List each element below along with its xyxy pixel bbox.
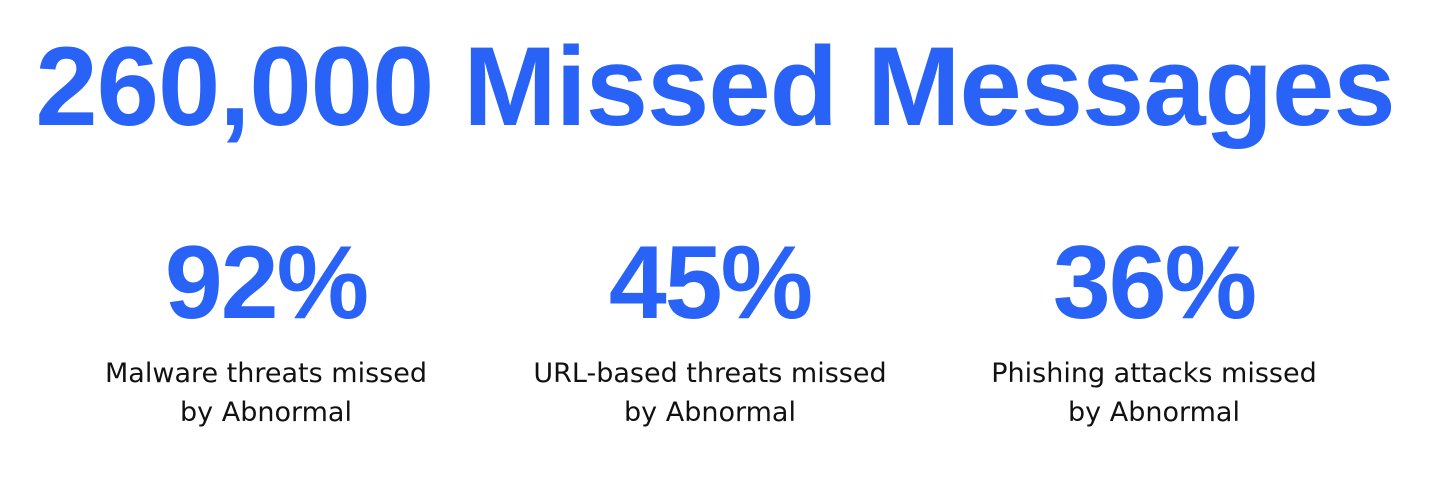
headline: 260,000 Missed Messages: [35, 24, 1395, 149]
stat-value: 92%: [164, 225, 369, 341]
stat-url-based: 45% URL-based threats missed by Abnormal: [500, 228, 920, 432]
stat-label-line: by Abnormal: [1068, 397, 1240, 428]
stat-label-line: by Abnormal: [624, 397, 796, 428]
stat-label: Phishing attacks missed by Abnormal: [944, 354, 1364, 432]
stat-value: 45%: [608, 225, 813, 341]
stat-label-line: Malware threats missed: [105, 358, 427, 389]
stat-label-line: by Abnormal: [180, 397, 352, 428]
stat-label-line: URL-based threats missed: [533, 358, 887, 389]
stat-value: 36%: [1052, 225, 1257, 341]
stat-label-line: Phishing attacks missed: [991, 358, 1317, 389]
stat-label: Malware threats missed by Abnormal: [56, 354, 476, 432]
stat-label: URL-based threats missed by Abnormal: [500, 354, 920, 432]
stat-phishing: 36% Phishing attacks missed by Abnormal: [944, 228, 1364, 432]
stat-malware: 92% Malware threats missed by Abnormal: [56, 228, 476, 432]
